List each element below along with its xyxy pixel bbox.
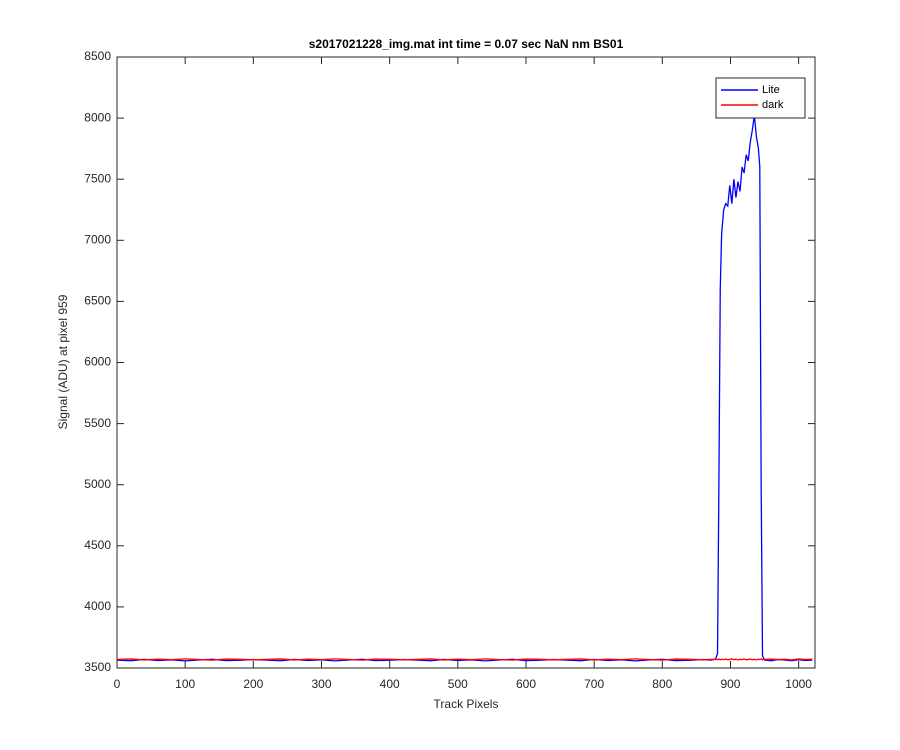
x-tick-label: 1000 xyxy=(785,677,812,691)
x-tick-label: 400 xyxy=(380,677,400,691)
plot-area xyxy=(116,56,816,669)
data-line xyxy=(116,658,813,661)
y-tick-label: 4000 xyxy=(84,599,111,613)
x-axis-label: Track Pixels xyxy=(434,697,499,711)
x-tick-label: 0 xyxy=(114,677,121,691)
x-tick-label: 800 xyxy=(652,677,672,691)
x-tick-label: 600 xyxy=(516,677,536,691)
y-tick-label: 5500 xyxy=(84,416,111,430)
y-tick-label: 5000 xyxy=(84,477,111,491)
x-tick-label: 200 xyxy=(243,677,263,691)
chart-title: s2017021228_img.mat int time = 0.07 sec … xyxy=(309,37,624,51)
y-tick-label: 4500 xyxy=(84,538,111,552)
x-tick-label: 700 xyxy=(584,677,604,691)
legend-label: Lite xyxy=(762,84,780,96)
x-tick-label: 500 xyxy=(448,677,468,691)
y-tick-label: 6500 xyxy=(84,294,111,308)
y-tick-label: 8500 xyxy=(84,49,111,63)
legend-label: dark xyxy=(762,99,784,111)
x-tick-label: 100 xyxy=(175,677,195,691)
x-tick-label: 900 xyxy=(720,677,740,691)
y-tick-label: 7000 xyxy=(84,232,111,246)
y-tick-label: 6000 xyxy=(84,355,111,369)
y-axis-label: Signal (ADU) at pixel 959 xyxy=(56,294,70,429)
y-tick-label: 7500 xyxy=(84,171,111,185)
y-tick-label: 3500 xyxy=(84,660,111,674)
y-tick-label: 8000 xyxy=(84,110,111,124)
x-tick-label: 300 xyxy=(311,677,331,691)
legend-box xyxy=(715,77,806,119)
